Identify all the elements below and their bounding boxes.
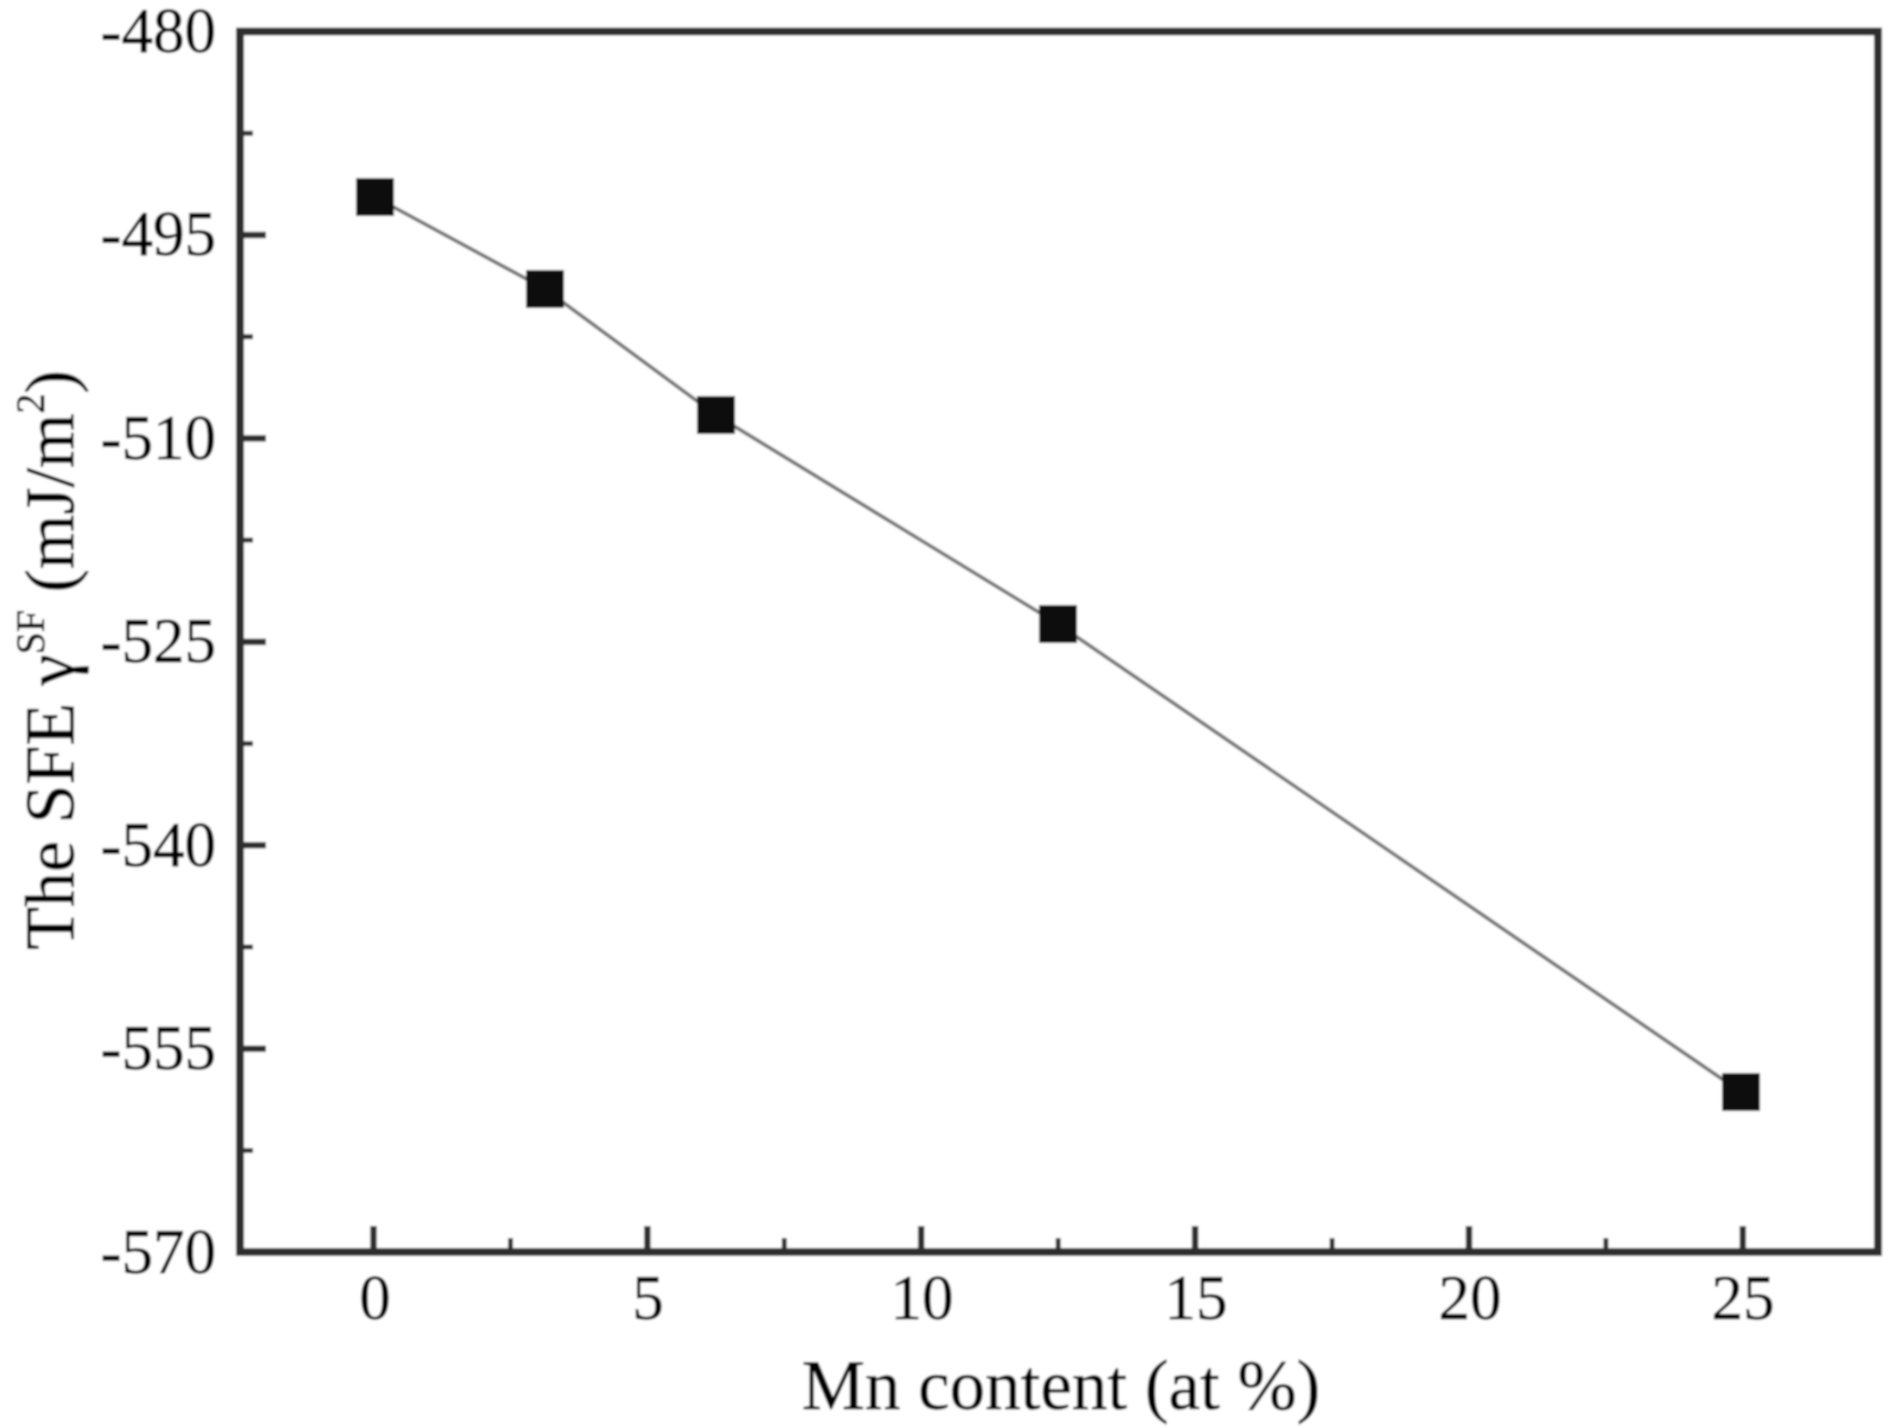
svg-text:-525: -525 xyxy=(101,606,216,676)
svg-text:20: 20 xyxy=(1439,1263,1502,1333)
svg-text:-555: -555 xyxy=(101,1013,216,1083)
svg-text:10: 10 xyxy=(891,1263,954,1333)
svg-text:-540: -540 xyxy=(101,810,216,880)
svg-text:-480: -480 xyxy=(101,0,216,66)
svg-text:5: 5 xyxy=(632,1263,664,1333)
svg-text:Mn content (at %): Mn content (at %) xyxy=(802,1347,1321,1425)
svg-text:0: 0 xyxy=(359,1263,391,1333)
svg-text:-495: -495 xyxy=(101,199,216,269)
svg-text:-570: -570 xyxy=(101,1217,216,1287)
svg-text:15: 15 xyxy=(1165,1263,1228,1333)
svg-text:The SFE γSF (mJ/m2): The SFE γSF (mJ/m2) xyxy=(8,370,90,950)
svg-text:-510: -510 xyxy=(101,403,216,473)
svg-text:25: 25 xyxy=(1712,1263,1775,1333)
